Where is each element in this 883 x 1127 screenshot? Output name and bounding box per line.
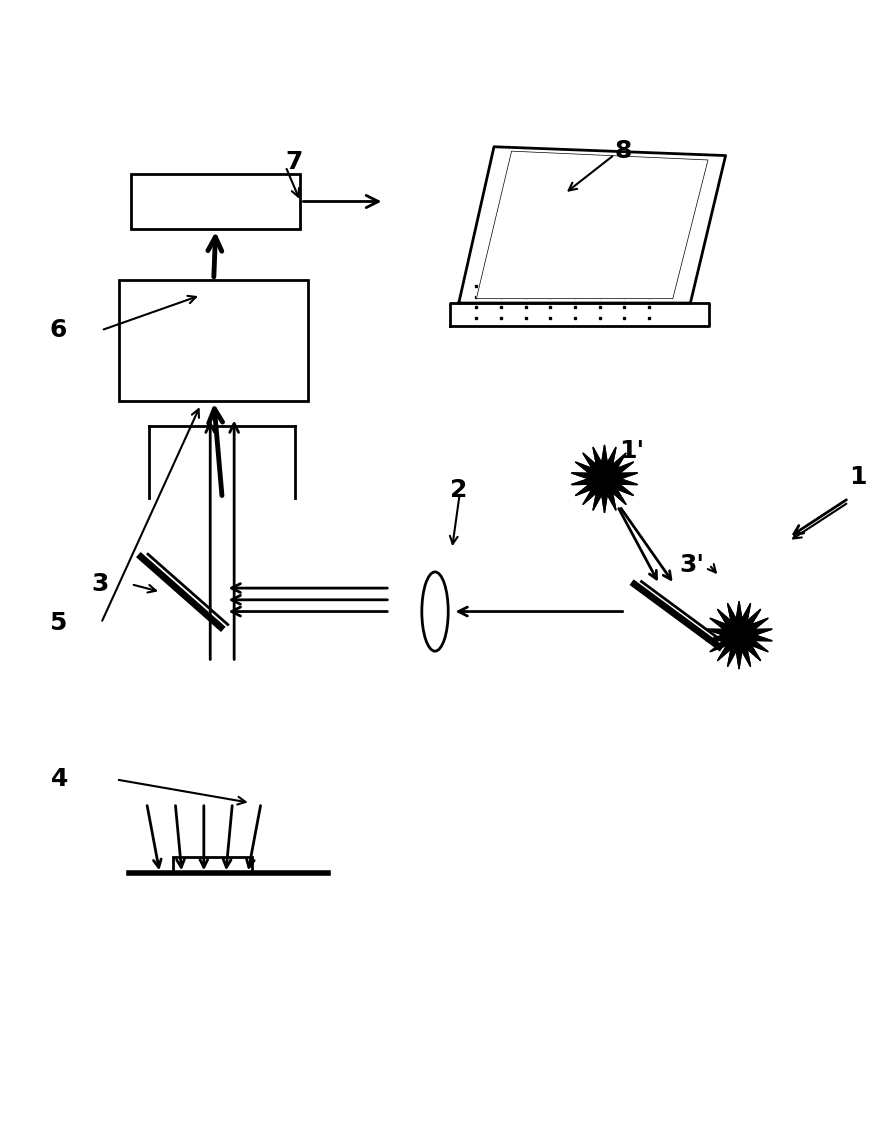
Text: 3: 3 xyxy=(91,573,109,596)
Text: 5: 5 xyxy=(49,611,66,636)
Polygon shape xyxy=(477,151,708,299)
Bar xyxy=(131,175,300,229)
Bar xyxy=(173,858,253,873)
Bar xyxy=(119,279,308,401)
Text: 1': 1' xyxy=(620,440,645,463)
Polygon shape xyxy=(571,445,638,512)
Polygon shape xyxy=(706,602,772,668)
Text: 1: 1 xyxy=(849,465,866,489)
Text: 2: 2 xyxy=(450,479,467,503)
Text: 3': 3' xyxy=(679,552,705,577)
Text: 6: 6 xyxy=(49,318,66,343)
Text: 8: 8 xyxy=(615,139,632,162)
Text: 7: 7 xyxy=(285,150,303,175)
Text: 4: 4 xyxy=(51,767,69,791)
Ellipse shape xyxy=(422,571,449,651)
